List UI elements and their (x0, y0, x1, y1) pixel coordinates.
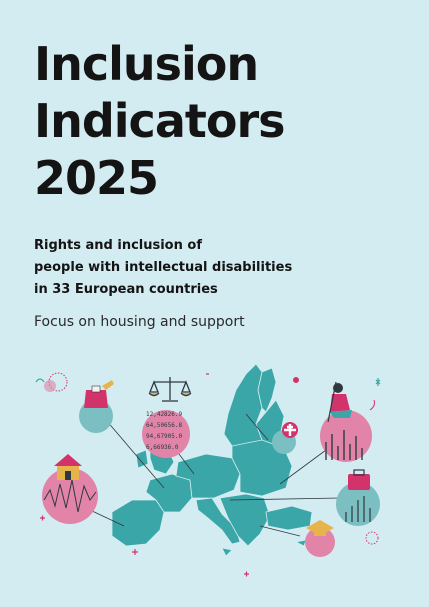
number-line: 94,67905.0 (146, 433, 183, 440)
title-line: Indicators (34, 94, 286, 148)
graduation-circle (305, 520, 335, 557)
title-line: Inclusion (34, 37, 259, 91)
person-chart-circle (320, 381, 372, 462)
subtitle-line: Rights and inclusion of (34, 238, 202, 253)
europe-map-illustration: 12,42826.9 64,50656.8 94,67905.0 6,66936… (35, 363, 381, 577)
scale-of-justice-icon (148, 377, 192, 402)
subtitle-line: in 33 European countries (34, 282, 218, 297)
graduation-cap-icon (306, 520, 334, 536)
number-line: 12,42826.9 (146, 411, 183, 418)
focus-text: Focus on housing and support (34, 314, 245, 330)
cover-subtitle: Rights and inclusion of people with inte… (34, 235, 292, 301)
number-line: 6,66936.0 (146, 444, 179, 451)
medical-circle (272, 422, 298, 454)
subtitle-line: people with intellectual disabilities (34, 260, 293, 275)
briefcase-icon (348, 469, 370, 490)
ballot-box-circle (79, 380, 114, 433)
decorative-marks (35, 372, 381, 577)
person-icon (327, 381, 352, 423)
number-circle: 12,42826.9 64,50656.8 94,67905.0 6,66936… (142, 410, 190, 458)
briefcase-circle (336, 469, 380, 526)
number-line: 64,50656.8 (146, 422, 183, 429)
title-year: 2025 (34, 151, 159, 205)
house-icon (54, 454, 82, 480)
cover-title: Inclusion Indicators 2025 (34, 36, 286, 207)
europe-map (111, 363, 313, 557)
house-circle (42, 454, 98, 524)
